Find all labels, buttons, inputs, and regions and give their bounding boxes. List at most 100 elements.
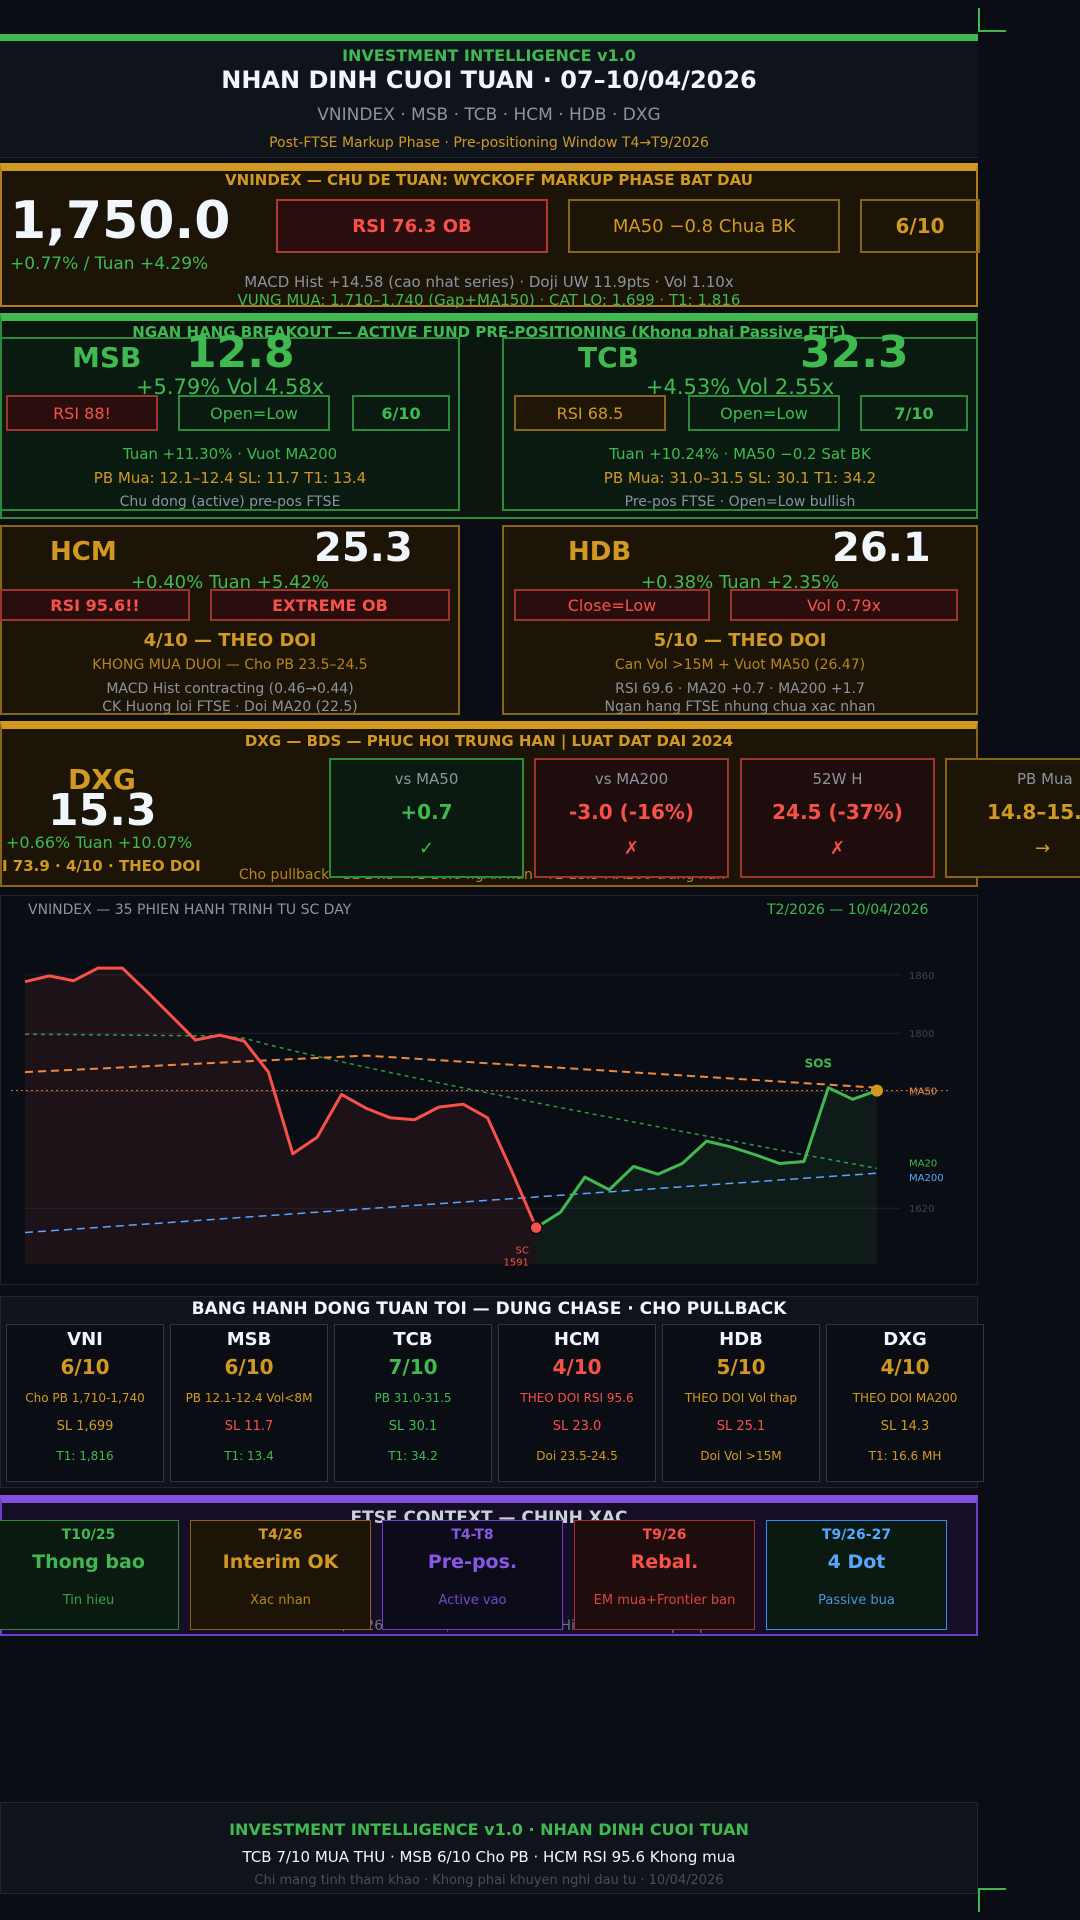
action-card-hcm: HCM 4/10 THEO DOI RSI 95.6 SL 23.0 Doi 23.5-… (498, 1324, 656, 1482)
sc-label: SC (516, 1246, 529, 1257)
sc-point (529, 1220, 543, 1235)
dxg-heading: DXG — BDS — PHUC HOI TRUNG HAN | LUAT DA… (244, 732, 734, 750)
action-card-score: 4/10 (880, 1355, 930, 1379)
action-card-name: HCM (553, 1329, 601, 1350)
action-card-score: 7/10 (388, 1355, 438, 1379)
recovery-area (536, 1087, 877, 1264)
dxg-card-label: vs MA200 (594, 770, 669, 788)
hdb-price: 26.1 (832, 525, 931, 571)
vnindex-buy-zone: VUNG MUA: 1,710–1,740 (Gap+MA150) · CAT … (237, 291, 741, 309)
action-card-l3: T1: 16.6 MH (868, 1449, 942, 1463)
hdb-line1: Can Vol >15M + Vuot MA50 (26.47) (614, 657, 866, 673)
ftse-card-1: T4/26 Interim OK Xac nhan (190, 1520, 371, 1630)
msb-score-badge: 6/10 (352, 395, 450, 431)
y-tick-label: 1860 (909, 971, 934, 982)
vnindex-panel: VNINDEX — CHU DE TUAN: WYCKOFF MARKUP PH… (0, 163, 980, 309)
dxg-card-label: vs MA50 (394, 770, 459, 788)
ftse-card-sub: Passive bua (818, 1593, 895, 1608)
dxg-card-52w: 52W H 24.5 (-37%) ✗ (740, 758, 935, 878)
dxg-card-label: 52W H (812, 770, 863, 788)
action-card-name: TCB (393, 1329, 433, 1350)
dxg-card-value: 24.5 (-37%) (772, 800, 903, 824)
ftse-card-date: T4-T8 (451, 1527, 494, 1543)
cross-icon: ✗ (623, 838, 640, 859)
hdb-line2: RSI 69.6 · MA20 +0.7 · MA200 +1.7 (615, 681, 865, 697)
ftse-card-title: Thong bao (32, 1551, 145, 1573)
hcm-card: HCM 25.3 +0.40% Tuan +5.42% RSI 95.6!! E… (0, 525, 460, 715)
footer-brand: INVESTMENT INTELLIGENCE v1.0 · NHAN DINH… (229, 1820, 749, 1839)
action-card-tcb: TCB 7/10 PB 31.0-31.5 SL 30.1 T1: 34.2 (334, 1324, 492, 1482)
vnindex-heading: VNINDEX — CHU DE TUAN: WYCKOFF MARKUP PH… (225, 171, 753, 189)
tcb-rsi-badge: RSI 68.5 (514, 395, 666, 431)
dxg-card-ma200: vs MA200 -3.0 (-16%) ✗ (534, 758, 729, 878)
dxg-name: DXG (68, 763, 136, 796)
banks-heading: NGAN HANG BREAKOUT — ACTIVE FUND PRE-POS… (132, 323, 846, 341)
footer-panel: INVESTMENT INTELLIGENCE v1.0 · NHAN DINH… (0, 1802, 978, 1894)
hdb-close-badge: Close=Low (514, 589, 710, 621)
msb-line2: PB Mua: 12.1–12.4 SL: 11.7 T1: 13.4 (93, 469, 367, 487)
action-card-vni: VNI 6/10 Cho PB 1,710-1,740 SL 1,699 T1: 1,8… (6, 1324, 164, 1482)
msb-price: 12.8 (186, 327, 295, 378)
tcb-line1: Tuan +10.24% · MA50 −0.2 Sat BK (609, 445, 871, 463)
action-card-l2: SL 14.3 (880, 1419, 930, 1434)
ftse-card-title: Interim OK (222, 1551, 339, 1573)
action-card-l3: Doi 23.5-24.5 (536, 1449, 618, 1463)
y-tick-label: 1800 (909, 1029, 934, 1040)
vnindex-macd-line: MACD Hist +14.58 (cao nhat series) · Doj… (244, 273, 734, 291)
action-card-l2: SL 1,699 (56, 1419, 114, 1434)
tcb-line3: Pre-pos FTSE · Open=Low bullish (624, 494, 856, 510)
dxg-card-value: -3.0 (-16%) (568, 800, 695, 824)
ftse-card-title: Rebal. (630, 1551, 699, 1573)
chart-subtitle: T2/2026 — 10/04/2026 (767, 902, 929, 918)
msb-name: MSB (72, 341, 142, 374)
msb-line3: Chu dong (active) pre-pos FTSE (119, 494, 341, 510)
hdb-card: HDB 26.1 +0.38% Tuan +2.35% Close=Low Vo… (502, 525, 978, 715)
footer-disclaimer: Chi mang tinh tham khao · Khong phai khu… (254, 1873, 724, 1888)
ftse-card-sub: Active vao (438, 1593, 507, 1608)
msb-line1: Tuan +11.30% · Vuot MA200 (122, 445, 338, 463)
y-tick-label: 1740 (909, 1088, 934, 1099)
action-card-l2: SL 11.7 (224, 1419, 274, 1434)
action-card-l1: THEO DOI Vol thap (684, 1391, 798, 1405)
vnindex-ma50-badge: MA50 −0.8 Chua BK (568, 199, 840, 253)
corner-top-right (978, 8, 1006, 32)
ma50-label: MA50 (909, 1087, 937, 1098)
ftse-card-title: Pre-pos. (427, 1551, 518, 1573)
action-card-l2: SL 30.1 (388, 1419, 438, 1434)
ftse-card-4: T9/26-27 4 Dot Passive bua (766, 1520, 947, 1630)
ftse-card-0: T10/25 Thong bao Tin hieu (0, 1520, 179, 1630)
hdb-change: +0.38% Tuan +2.35% (640, 572, 840, 593)
action-heading: BANG HANH DONG TUAN TOI — DUNG CHASE · C… (191, 1299, 787, 1319)
hdb-verdict: 5/10 — THEO DOI (653, 630, 827, 651)
vnindex-rsi-badge: RSI 76.3 OB (276, 199, 548, 253)
action-card-l2: SL 25.1 (716, 1419, 766, 1434)
msb-rsi-badge: RSI 88! (6, 395, 158, 431)
ftse-card-2: T4-T8 Pre-pos. Active vao (382, 1520, 563, 1630)
dxg-card-value: 14.8–15. (987, 800, 1080, 824)
msb-open-badge: Open=Low (178, 395, 330, 431)
ma20-label: MA20 (909, 1158, 937, 1169)
hcm-name: HCM (50, 537, 117, 567)
chart-panel: VNINDEX — 35 PHIEN HANH TRINH TU SC DAY … (0, 895, 978, 1285)
sos-label: SOS (805, 1057, 833, 1071)
hdb-vol-badge: Vol 0.79x (730, 589, 958, 621)
msb-card: MSB 12.8 +5.79% Vol 4.58x RSI 88! Open=L… (0, 327, 460, 511)
hcm-ob-badge: EXTREME OB (210, 589, 450, 621)
action-card-l3: T1: 1,816 (56, 1449, 114, 1463)
brand-label: INVESTMENT INTELLIGENCE v1.0 (342, 46, 636, 65)
ftse-card-sub: EM mua+Frontier ban (593, 1593, 736, 1608)
header-panel: INVESTMENT INTELLIGENCE v1.0 NHAN DINH C… (0, 34, 978, 158)
price-line-decline (24, 966, 538, 1229)
tcb-line2: PB Mua: 31.0–31.5 SL: 30.1 T1: 34.2 (603, 469, 877, 487)
price-line-recovery (535, 1086, 878, 1229)
footer-summary: TCB 7/10 MUA THU · MSB 6/10 Cho PB · HCM… (242, 1848, 736, 1866)
ftse-card-date: T9/26-27 (821, 1527, 892, 1543)
tcb-score-badge: 7/10 (860, 395, 968, 431)
hdb-line3: Ngan hang FTSE nhung chua xac nhan (604, 699, 876, 715)
dxg-meta: I 73.9 · 4/10 · THEO DOI (2, 857, 201, 875)
phase-label: Post-FTSE Markup Phase · Pre-positioning… (269, 135, 709, 151)
cross-icon: ✗ (829, 838, 846, 859)
ftse-card-sub: Tin hieu (62, 1593, 115, 1608)
vnindex-score-badge: 6/10 (860, 199, 980, 253)
